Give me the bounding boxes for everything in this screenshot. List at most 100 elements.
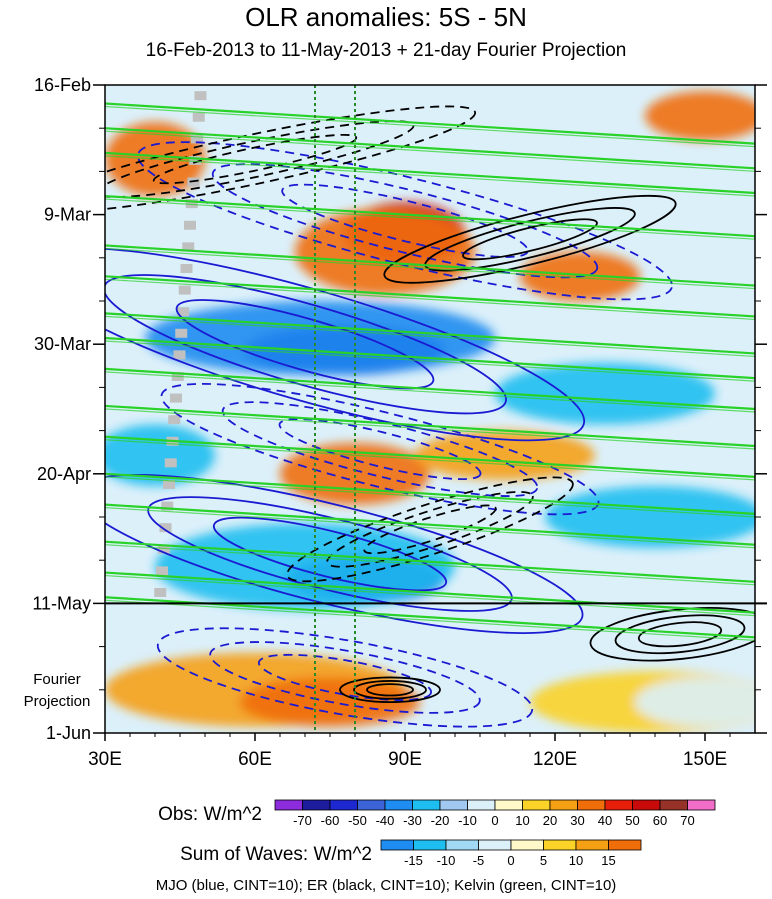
missing-data-cell (164, 458, 177, 468)
obs-colorbar-level-label: -40 (376, 813, 395, 828)
kelvin-line-6 (105, 312, 755, 355)
obs-colorbar-level-label: 30 (570, 813, 584, 828)
obs-colorbar-level-label: 50 (625, 813, 639, 828)
obs-colorbar-swatch (467, 799, 496, 811)
anomaly-blob-8 (645, 91, 755, 141)
chart-footer: MJO (blue, CINT=10); ER (black, CINT=10)… (155, 877, 617, 894)
mjo-contour-1-0 (105, 474, 584, 634)
waves-colorbar-level-label: -15 (404, 853, 423, 868)
er-contour-3-0 (589, 607, 755, 662)
obs-colorbar-level-label: -70 (293, 813, 312, 828)
missing-data-cell (177, 307, 189, 317)
obs-colorbar-level-label: -30 (403, 813, 422, 828)
obs-colorbar-swatch (522, 799, 551, 811)
obs-colorbar-level-label: 20 (543, 813, 557, 828)
mjo-contour-2-0 (137, 141, 673, 301)
kelvin-line-outer-5 (105, 278, 755, 321)
missing-data-cell (180, 263, 193, 273)
er-contour-2-1 (326, 491, 534, 568)
er-contour-4-1 (353, 680, 427, 700)
anomaly-blob-10 (495, 362, 715, 425)
missing-data-cell (163, 479, 175, 489)
chart-subtitle: 16-Feb-2013 to 11-May-2013 + 21-day Four… (145, 40, 627, 61)
er-contour-4-2 (366, 683, 414, 697)
er-contour-0-0 (105, 105, 477, 213)
waves-colorbar-level-label: 15 (601, 853, 615, 868)
mjo-contour-1-2 (212, 516, 448, 592)
kelvin-line-10 (105, 435, 755, 478)
mjo-contour-0-0 (105, 247, 586, 442)
y-tick-label: 11-May (32, 593, 91, 613)
kelvin-line-outer-7 (105, 340, 755, 382)
kelvin-line-outer-9 (105, 408, 755, 450)
kelvin-line-outer-4 (105, 247, 755, 290)
waves-colorbar-level-label: 5 (540, 853, 547, 868)
anomaly-blob-1 (295, 208, 475, 295)
waves-colorbar-swatch (510, 839, 544, 851)
mjo-contour-4-1 (209, 641, 481, 714)
er-contour-3-2 (637, 621, 723, 648)
waves-colorbar-swatch (380, 839, 414, 851)
er-contour-1-0 (383, 194, 677, 284)
er-contour-4-0 (339, 676, 441, 704)
y-tick-label: 1-Jun (46, 723, 91, 743)
obs-colorbar-swatch (357, 799, 386, 811)
kelvin-line-5 (105, 275, 755, 318)
missing-data-cell (168, 415, 181, 425)
er-contour-2-2 (363, 504, 497, 555)
y-tick-label: 20-Apr (37, 464, 91, 484)
obs-colorbar-swatch (274, 799, 303, 811)
x-tick-label: 90E (388, 749, 422, 770)
kelvin-line-outer-15 (105, 599, 755, 641)
anomaly-blob-13 (105, 424, 215, 487)
kelvin-line-12 (105, 503, 755, 546)
waves-colorbar-label: Sum of Waves: W/m^2 (180, 844, 372, 865)
kelvin-line-outer-1 (105, 130, 755, 172)
waves-colorbar-swatch (608, 839, 642, 851)
kelvin-line-11 (105, 472, 755, 516)
waves-colorbar-swatch (445, 839, 479, 851)
missing-data-cell (194, 91, 207, 101)
obs-colorbar-swatch (302, 799, 331, 811)
kelvin-line-outer-11 (105, 476, 755, 518)
kelvin-line-outer-3 (105, 198, 755, 240)
kelvin-line-3 (105, 194, 755, 238)
obs-colorbar-level-label: -20 (431, 813, 450, 828)
obs-colorbar-level-label: 10 (515, 813, 529, 828)
mjo-contour-0-2 (175, 299, 435, 390)
missing-data-cell (178, 285, 191, 295)
missing-data-cell (173, 350, 186, 360)
er-contour-1-2 (462, 218, 598, 261)
obs-colorbar-swatch (384, 799, 413, 811)
obs-colorbar-level-label: -60 (321, 813, 340, 828)
er-contour-3-1 (614, 614, 746, 655)
chart-title: OLR anomalies: 5S - 5N (245, 2, 527, 32)
anomaly-blob-3 (145, 301, 495, 376)
x-tick-label: 150E (683, 749, 727, 770)
obs-colorbar-level-label: -50 (348, 813, 367, 828)
kelvin-line-0 (105, 102, 755, 145)
y-tick-label: 9-Mar (44, 205, 91, 225)
obs-colorbar-swatch (494, 799, 523, 811)
kelvin-line-outer-6 (105, 315, 755, 358)
waves-colorbar-level-label: 0 (507, 853, 514, 868)
waves-colorbar-swatch (478, 839, 512, 851)
obs-colorbar-swatch (577, 799, 606, 811)
kelvin-line-outer-8 (105, 371, 755, 413)
x-tick-label: 30E (88, 749, 122, 770)
missing-data-cell (170, 393, 182, 403)
missing-data-cell (191, 134, 203, 144)
waves-colorbar-level-label: 10 (569, 853, 583, 868)
obs-colorbar-swatch (549, 799, 578, 811)
anomaly-blob-17 (635, 677, 755, 727)
kelvin-line-8 (105, 367, 755, 411)
missing-data-cell (154, 587, 167, 597)
obs-colorbar-level-label: 0 (491, 813, 498, 828)
waves-colorbar-swatch (413, 839, 447, 851)
kelvin-line-4 (105, 244, 755, 287)
mjo-contour-0-1 (105, 274, 507, 415)
missing-data-cell (156, 566, 168, 576)
obs-colorbar-swatch (439, 799, 468, 811)
x-tick-label: 60E (238, 749, 272, 770)
missing-data-cell (184, 220, 196, 230)
